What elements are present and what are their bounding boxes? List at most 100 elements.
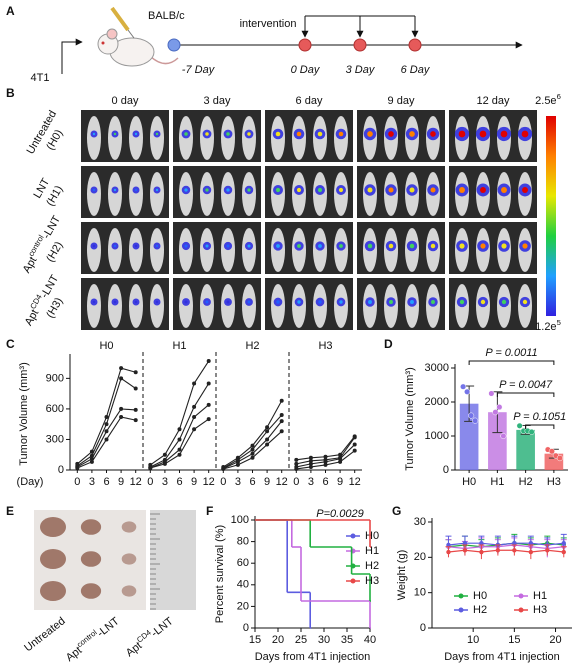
mouse-image <box>150 284 164 328</box>
legend-label: H2 <box>365 560 379 572</box>
data-point <box>468 412 475 419</box>
series-line <box>448 544 564 550</box>
signal-core <box>480 187 486 193</box>
y-axis-label: Weight (g) <box>396 550 408 601</box>
legend-marker <box>458 607 464 613</box>
x-tick-label: 12 <box>203 476 215 488</box>
syringe <box>110 6 130 32</box>
ruler <box>150 510 196 610</box>
data-point <box>492 409 499 416</box>
y-tick-label: 30 <box>414 516 426 528</box>
signal-core <box>92 300 96 304</box>
data-point <box>133 418 138 423</box>
signal-core <box>410 300 414 304</box>
panel-label: G <box>392 504 401 518</box>
data-point <box>119 376 124 381</box>
signal-core <box>276 244 280 248</box>
data-point <box>352 442 357 447</box>
x-tick-label: 6 <box>176 476 182 488</box>
signal-core <box>275 187 281 193</box>
data-point <box>250 443 255 448</box>
mouse-image <box>108 172 122 216</box>
data-point <box>446 542 451 548</box>
data-point <box>352 435 357 440</box>
x-tick-label: 3 <box>89 476 95 488</box>
data-point <box>89 459 94 464</box>
y-tick-label: 20 <box>237 600 249 612</box>
data-point <box>192 381 197 386</box>
signal-core <box>339 300 343 304</box>
signal-core <box>296 131 302 137</box>
signal-core <box>276 300 280 304</box>
signal-core <box>318 244 322 248</box>
data-point <box>279 413 284 418</box>
treatment-day: 3 Day <box>346 64 376 76</box>
y-axis-label: Tumor Volume (mm³) <box>18 362 30 466</box>
data-point <box>516 422 523 429</box>
data-point <box>548 448 555 455</box>
signal-core <box>184 132 188 136</box>
mouse-image <box>242 284 256 328</box>
data-point <box>265 442 270 447</box>
p-value: P = 0.0047 <box>499 379 553 391</box>
mouse-image <box>108 116 122 160</box>
data-point <box>279 419 284 424</box>
signal-core <box>409 243 415 249</box>
x-tick-label: 20 <box>549 634 561 646</box>
y-tick-label: 2000 <box>425 396 449 408</box>
signal-core <box>92 188 96 192</box>
signal-core <box>430 131 436 137</box>
x-tick-label: 9 <box>191 476 197 488</box>
data-point <box>192 427 197 432</box>
legend-marker <box>350 533 356 539</box>
y-tick-label: 0 <box>443 464 449 476</box>
mouse-image <box>87 228 101 272</box>
x-tick-label: 25 <box>295 634 307 646</box>
legend-label: H0 <box>365 530 379 542</box>
data-point <box>472 417 479 424</box>
text-part: -LNT <box>149 615 176 640</box>
needle <box>127 29 135 39</box>
signal-core <box>275 131 281 137</box>
data-point <box>104 415 109 420</box>
legend-label: H0 <box>473 590 487 602</box>
tumor <box>80 519 102 535</box>
intervention-label: intervention <box>240 18 297 30</box>
mouse-image <box>150 116 164 160</box>
legend-marker <box>458 593 464 599</box>
signal-core <box>430 243 436 249</box>
x-tick-label: 10 <box>467 634 479 646</box>
signal-core <box>480 299 486 305</box>
tumor <box>40 581 66 601</box>
y-tick-label: 10 <box>414 587 426 599</box>
mouse-image <box>150 228 164 272</box>
x-tick-label: 15 <box>249 634 261 646</box>
signal-core <box>522 299 528 305</box>
signal-core <box>317 131 323 137</box>
x-tick-label: 0 <box>293 476 299 488</box>
signal-core <box>134 132 138 136</box>
y-axis-label: Percent survival (%) <box>214 525 226 623</box>
data-point <box>250 447 255 452</box>
p-value: P = 0.0011 <box>485 347 537 359</box>
signal-core <box>184 244 188 248</box>
panel-label: D <box>384 337 393 351</box>
data-point <box>177 447 182 452</box>
mouse-image <box>129 172 143 216</box>
signal-core <box>459 187 465 193</box>
data-point <box>265 429 270 434</box>
signal-core <box>431 300 435 304</box>
data-point <box>206 359 211 364</box>
y-tick-label: 20 <box>414 551 426 563</box>
data-point <box>308 458 313 463</box>
data-point <box>294 461 299 466</box>
data-point <box>496 404 503 411</box>
data-point <box>119 415 124 420</box>
mouse-image <box>129 228 143 272</box>
group-title: H0 <box>99 340 113 352</box>
data-point <box>235 459 240 464</box>
signal-core <box>522 243 528 249</box>
series-line <box>448 549 564 553</box>
signal-core <box>459 243 465 249</box>
x-tick-label: 6 <box>249 476 255 488</box>
